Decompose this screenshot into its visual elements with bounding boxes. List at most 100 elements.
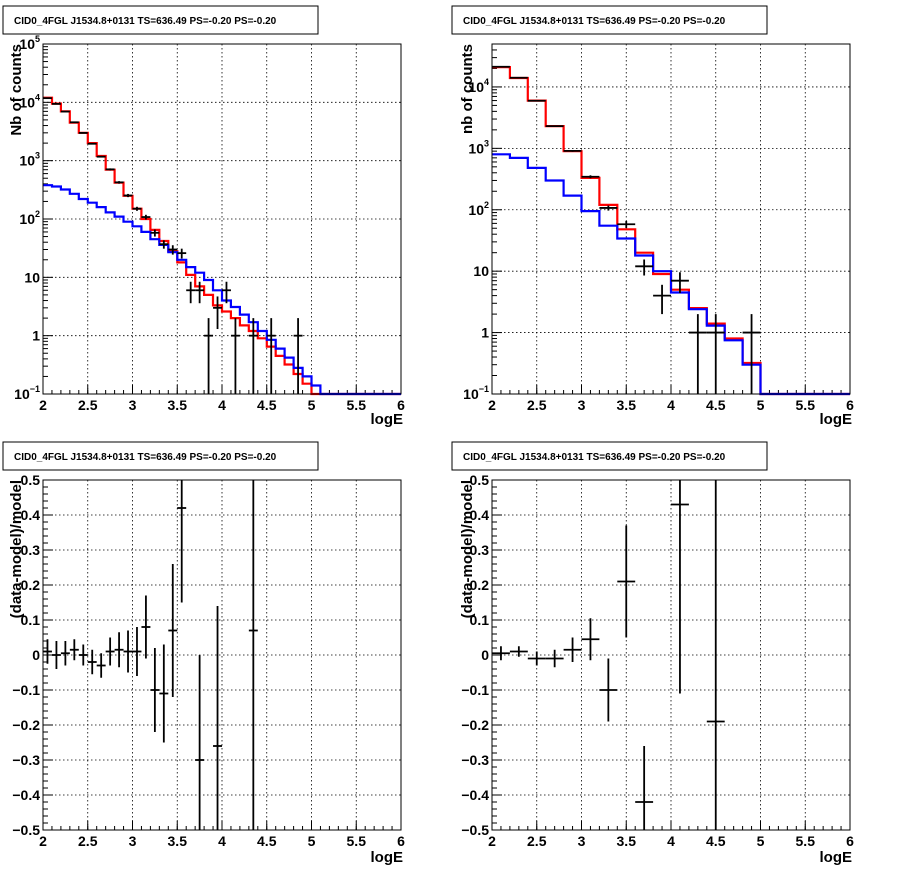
- data-point: [96, 155, 106, 158]
- data-point: [159, 240, 169, 249]
- y-tick-label: −0.4: [12, 787, 40, 803]
- x-tick-label: 6: [846, 397, 854, 413]
- x-tick-label: 5: [757, 397, 765, 413]
- x-tick-label: 5: [308, 397, 316, 413]
- data-point: [177, 248, 187, 259]
- data-point: [599, 658, 618, 722]
- y-axis-label: Nb of counts: [8, 44, 25, 136]
- x-tick-label: 3: [578, 833, 586, 849]
- plot-area: 2 2.5 3 3.5 4 4.5 5 5.5 6 10−1 1 10 102 103 104: [463, 43, 854, 413]
- data-point: [150, 229, 160, 237]
- counts-panel-right: CID0_4FGL J1534.8+0131 TS=636.49 PS=-0.2…: [451, 5, 854, 428]
- data-point: [87, 142, 97, 145]
- data-point: [132, 206, 142, 211]
- x-axis-label: logE: [820, 849, 853, 866]
- data-point: [168, 245, 178, 255]
- data-point: [563, 637, 582, 662]
- y-tick-label: 0.5: [470, 472, 490, 488]
- data-point: [706, 480, 725, 830]
- x-tick-label: 4.5: [706, 397, 726, 413]
- x-tick-label: 3.5: [168, 833, 188, 849]
- y-tick-label: 1: [481, 325, 489, 341]
- data-point: [527, 651, 546, 666]
- data-point: [132, 627, 142, 676]
- y-tick-label: 0.3: [470, 542, 490, 558]
- data-point: [230, 318, 240, 394]
- data-point: [105, 637, 115, 666]
- y-tick-label: −0.5: [461, 822, 489, 838]
- residual-panel-right: CID0_4FGL J1534.8+0131 TS=636.49 PS=-0.2…: [451, 441, 854, 866]
- data-point: [545, 649, 564, 668]
- data-point: [150, 648, 160, 732]
- x-tick-label: 5.5: [796, 833, 816, 849]
- x-tick-label: 4.5: [257, 397, 277, 413]
- y-tick-label: −0.2: [461, 717, 489, 733]
- x-tick-label: 6: [397, 397, 405, 413]
- y-tick-label: −0.3: [12, 752, 40, 768]
- y-tick-label: 10: [473, 263, 489, 279]
- data-point: [213, 296, 222, 330]
- x-tick-label: 5.5: [347, 833, 367, 849]
- y-tick-label: 103: [19, 151, 40, 169]
- x-tick-label: 2.5: [527, 833, 547, 849]
- y-axis-label: (data-model)/model: [8, 480, 25, 618]
- data-point: [159, 644, 169, 743]
- x-tick-label: 2.5: [527, 397, 547, 413]
- data-point: [635, 746, 654, 830]
- x-tick-label: 3.5: [617, 833, 637, 849]
- x-axis-label: logE: [371, 849, 404, 866]
- y-tick-label: 0.3: [21, 542, 41, 558]
- x-tick-label: 4: [218, 397, 226, 413]
- data-point: [509, 646, 528, 657]
- data-point: [671, 272, 689, 294]
- data-point: [96, 653, 106, 678]
- x-tick-label: 2.5: [78, 397, 98, 413]
- data-point: [43, 639, 52, 664]
- y-tick-label: 10−1: [14, 384, 40, 402]
- chart-title-box: [2, 441, 319, 471]
- data-point: [141, 214, 151, 220]
- residual-panel-left: CID0_4FGL J1534.8+0131 TS=636.49 PS=-0.2…: [2, 441, 405, 866]
- data-point: [293, 318, 303, 394]
- plot-frame: [42, 479, 402, 831]
- data-point: [248, 318, 258, 394]
- x-tick-label: 2: [39, 833, 47, 849]
- data-point: [195, 281, 205, 304]
- x-tick-label: 4: [667, 833, 675, 849]
- data-point: [581, 618, 600, 661]
- data-point: [213, 606, 222, 830]
- y-tick-label: 104: [468, 77, 489, 95]
- data-point: [69, 121, 79, 124]
- x-tick-label: 5: [757, 833, 765, 849]
- y-tick-label: −0.4: [461, 787, 489, 803]
- y-tick-label: −0.2: [12, 717, 40, 733]
- x-tick-label: 3: [129, 833, 137, 849]
- chart-title-box: [451, 441, 768, 471]
- y-tick-label: 1: [32, 328, 40, 344]
- data-point: [78, 132, 88, 134]
- data-point: [123, 630, 133, 673]
- chart-title: CID0_4FGL J1534.8+0131 TS=636.49 PS=-0.2…: [463, 452, 726, 463]
- chart-title: CID0_4FGL J1534.8+0131 TS=636.49 PS=-0.2…: [463, 16, 726, 27]
- data-point: [177, 480, 187, 603]
- y-tick-label: −0.5: [12, 822, 40, 838]
- y-tick-label: 0.1: [470, 612, 490, 628]
- total_model-histogram: [43, 96, 401, 396]
- data-point: [635, 259, 654, 276]
- x-tick-label: 2: [39, 397, 47, 413]
- y-tick-label: 0.4: [21, 507, 41, 523]
- chart-title: CID0_4FGL J1534.8+0131 TS=636.49 PS=-0.2…: [14, 16, 277, 27]
- data-point: [248, 480, 258, 830]
- y-tick-label: 102: [468, 200, 489, 218]
- data-point: [581, 175, 600, 179]
- y-tick-label: 0.1: [21, 612, 41, 628]
- y-axis-label: nb of counts: [459, 44, 476, 134]
- data-point: [266, 318, 276, 394]
- y-tick-label: 10: [24, 269, 40, 285]
- chart-title-box: [2, 5, 319, 35]
- data-point: [527, 99, 546, 102]
- component_model-histogram: [43, 184, 401, 396]
- y-tick-label: 105: [19, 34, 40, 52]
- plot-frame: [491, 479, 851, 831]
